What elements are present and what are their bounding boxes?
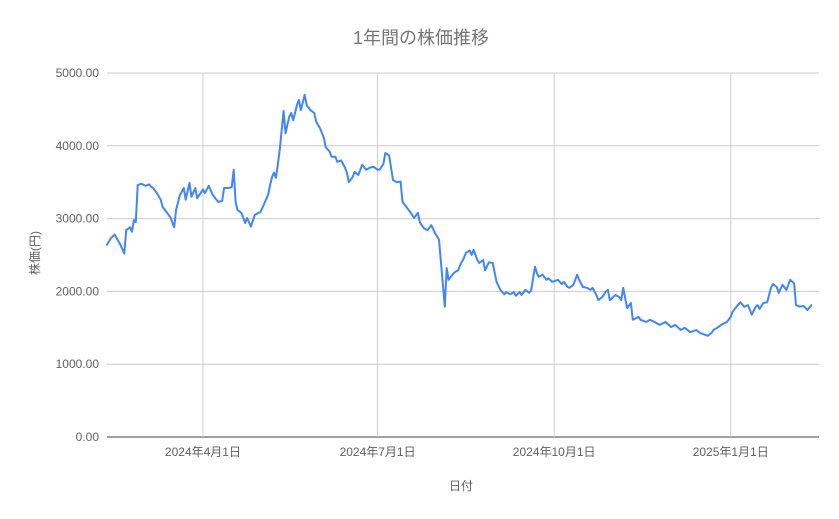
y-tick-label: 0.00 [76, 430, 100, 444]
y-tick-label: 3000.00 [56, 212, 100, 226]
chart-title: 1年間の株価推移 [353, 28, 489, 48]
price-line [106, 93, 813, 337]
y-tick-label: 5000.00 [56, 66, 100, 80]
price-line-series [106, 93, 813, 337]
y-tick-label: 4000.00 [56, 139, 100, 153]
y-tick-label: 2000.00 [56, 284, 100, 298]
y-tick-label: 1000.00 [56, 357, 100, 371]
x-axis-title: 日付 [449, 479, 473, 493]
x-tick-label: 2024年10月1日 [513, 445, 596, 459]
gridlines [107, 72, 819, 438]
x-tick-label: 2024年4月1日 [165, 445, 241, 459]
tick-labels: 0.00 1000.00 2000.00 3000.00 4000.00 5000.00 2… [56, 66, 769, 459]
y-axis-title: 株価(円) [27, 231, 42, 275]
x-tick-label: 2024年7月1日 [340, 445, 416, 459]
x-tick-label: 2025年1月1日 [693, 445, 769, 459]
